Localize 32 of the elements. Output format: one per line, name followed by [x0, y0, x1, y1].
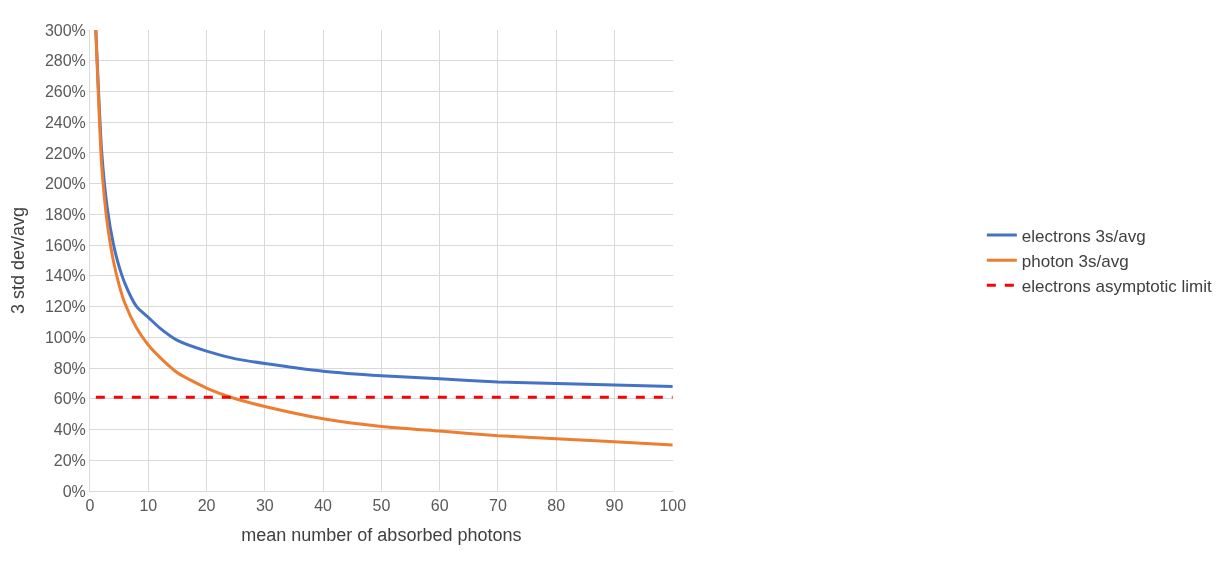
- y-tick-label: 120%: [44, 298, 86, 316]
- y-tick-label: 180%: [44, 206, 86, 223]
- x-tick-label: 40: [314, 497, 333, 515]
- x-tick-label: 80: [547, 497, 566, 515]
- x-tick-label: 100: [659, 497, 687, 515]
- y-tick-label: 280%: [44, 52, 86, 70]
- legend-label: photon 3s/avg: [1021, 251, 1129, 271]
- y-tick-label: 140%: [44, 267, 86, 285]
- legend-label: electrons asymptotic limit: [1021, 276, 1212, 296]
- y-tick-label: 260%: [44, 83, 86, 101]
- y-tick-label: 300%: [44, 21, 86, 39]
- x-tick-label: 70: [489, 497, 507, 515]
- y-tick-label: 80%: [53, 359, 86, 377]
- y-tick-label: 60%: [53, 390, 86, 408]
- x-tick-label: 20: [197, 497, 216, 515]
- y-tick-label: 20%: [53, 451, 86, 469]
- x-tick-label: 10: [139, 497, 158, 515]
- y-tick-label: 40%: [53, 421, 86, 439]
- y-tick-label: 200%: [44, 175, 86, 193]
- y-tick-label: 220%: [44, 144, 86, 162]
- y-tick-label: 240%: [44, 113, 86, 131]
- y-tick-label: 0%: [62, 482, 86, 500]
- x-tick-label: 60: [430, 497, 449, 515]
- x-tick-label: 0: [85, 497, 95, 515]
- x-tick-label: 30: [255, 497, 274, 515]
- y-axis-title: 3 std dev/avg: [8, 206, 29, 315]
- y-tick-label: 100%: [44, 328, 86, 346]
- x-axis-title: mean number of absorbed photons: [241, 525, 522, 546]
- x-tick-label: 50: [372, 497, 391, 515]
- legend-label: electrons 3s/avg: [1021, 226, 1146, 246]
- y-tick-label: 160%: [44, 236, 86, 254]
- x-tick-label: 90: [605, 497, 624, 515]
